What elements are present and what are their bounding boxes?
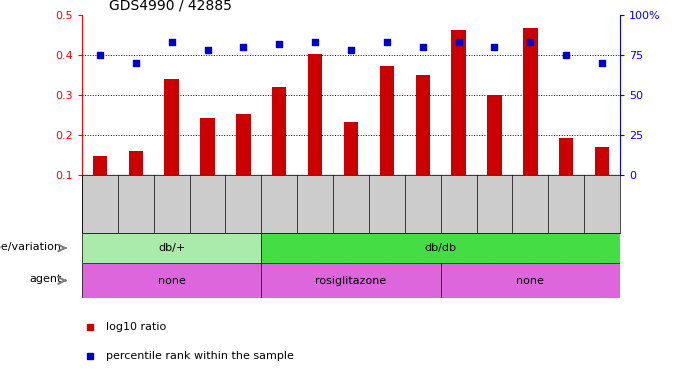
Point xyxy=(525,39,536,45)
Bar xyxy=(415,75,430,215)
Bar xyxy=(129,151,143,215)
Text: percentile rank within the sample: percentile rank within the sample xyxy=(106,351,294,361)
Bar xyxy=(441,263,620,298)
Text: genotype/variation: genotype/variation xyxy=(0,242,61,252)
Bar xyxy=(595,147,609,215)
Text: db/+: db/+ xyxy=(158,243,185,253)
Point xyxy=(309,39,320,45)
Bar xyxy=(559,138,573,215)
Text: none: none xyxy=(158,275,186,285)
Point xyxy=(131,60,141,66)
Bar xyxy=(344,122,358,215)
Point xyxy=(489,44,500,50)
Bar xyxy=(261,233,620,263)
Bar xyxy=(201,118,215,215)
Bar xyxy=(236,114,250,215)
Bar xyxy=(523,28,537,215)
Point xyxy=(418,44,428,50)
Bar xyxy=(82,233,261,263)
Point xyxy=(561,52,572,58)
Point xyxy=(238,44,249,50)
Bar xyxy=(272,87,286,215)
Point xyxy=(596,60,607,66)
Bar xyxy=(261,263,441,298)
Point xyxy=(202,47,213,53)
Text: db/db: db/db xyxy=(425,243,457,253)
Bar xyxy=(92,156,107,215)
Text: none: none xyxy=(516,275,544,285)
Bar xyxy=(379,66,394,215)
Text: GDS4990 / 42885: GDS4990 / 42885 xyxy=(109,0,232,12)
Point xyxy=(345,47,356,53)
Point xyxy=(381,39,392,45)
Point xyxy=(274,41,285,47)
Text: agent: agent xyxy=(29,274,61,284)
Bar xyxy=(308,54,322,215)
Bar xyxy=(488,95,502,215)
Point xyxy=(453,39,464,45)
Bar xyxy=(165,79,179,215)
Point xyxy=(95,52,105,58)
Bar xyxy=(452,30,466,215)
Point xyxy=(166,39,177,45)
Bar xyxy=(82,263,261,298)
Text: rosiglitazone: rosiglitazone xyxy=(316,275,387,285)
Text: log10 ratio: log10 ratio xyxy=(106,322,167,332)
